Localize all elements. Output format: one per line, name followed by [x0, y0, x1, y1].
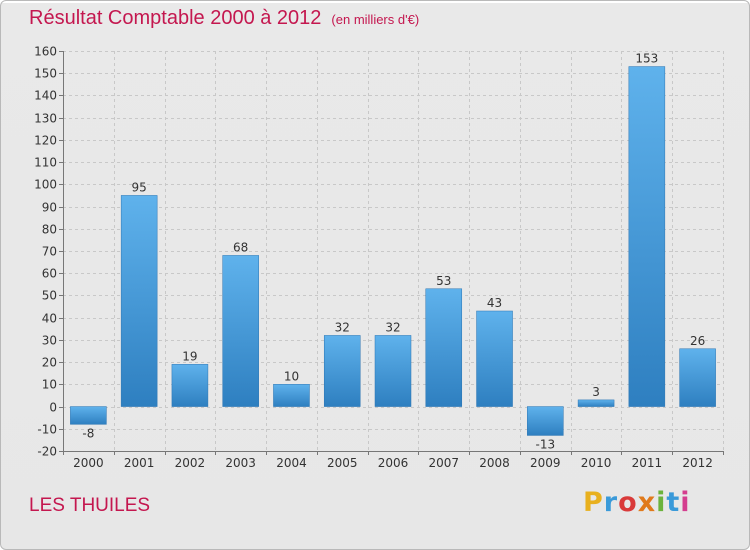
bar-2012: [679, 348, 716, 407]
bar-2011: [628, 66, 666, 407]
x-tick-label: 2010: [581, 456, 612, 470]
y-tick-label: 10: [42, 378, 57, 392]
y-tick-label: -20: [37, 445, 57, 459]
logo-letter: P: [583, 487, 604, 518]
bar-2007: [425, 288, 463, 407]
logo-letter: o: [618, 487, 638, 518]
labels: -20 -10 0 10 20 30 40 50 60 70 80 90 100 110 120 130 140…: [34, 45, 713, 471]
bar-2006: [374, 335, 412, 407]
y-tick-label: 80: [42, 223, 57, 237]
data-label: 68: [233, 240, 248, 254]
bar-2001: [120, 195, 158, 407]
bar-2005: [323, 335, 361, 407]
y-tick-label: 30: [42, 334, 57, 348]
data-label: 95: [132, 180, 147, 194]
y-tick-label: 50: [42, 289, 57, 303]
commune-name: LES THUILES: [29, 495, 151, 516]
logo-letter: x: [637, 487, 657, 518]
y-tick-label: 160: [34, 45, 57, 59]
data-label: 19: [182, 349, 197, 363]
axes: [59, 51, 724, 455]
logo-letter: i: [656, 487, 667, 518]
chart-title: Résultat Comptable 2000 à 2012 (en millie…: [29, 7, 419, 30]
data-label: 10: [284, 369, 299, 383]
bar-2003: [222, 255, 259, 407]
x-tick-label: 2005: [327, 456, 358, 470]
chart-title-text: Résultat Comptable 2000 à 2012: [29, 7, 322, 29]
data-label: 43: [487, 296, 502, 310]
x-tick-label: 2006: [378, 456, 409, 470]
y-tick-label: 150: [34, 67, 57, 81]
x-tick-label: 2004: [276, 456, 307, 470]
bar-2004: [273, 384, 310, 407]
x-tick-label: 2002: [175, 456, 206, 470]
data-label: 3: [592, 385, 600, 399]
y-tick-label: 130: [34, 112, 57, 126]
bar-2002: [171, 364, 209, 407]
bar-2010: [577, 399, 615, 407]
x-tick-label: 2008: [479, 456, 510, 470]
x-tick-label: 2009: [530, 456, 561, 470]
y-tick-label: 140: [34, 89, 57, 103]
y-tick-label: 20: [42, 356, 57, 370]
y-tick-label: 0: [49, 401, 57, 415]
logo-letter: t: [666, 487, 681, 518]
data-label: 32: [335, 320, 350, 334]
y-tick-label: 60: [42, 267, 57, 281]
data-label: 26: [690, 334, 705, 348]
y-tick-label: 40: [42, 312, 57, 326]
data-label: 53: [436, 274, 451, 288]
y-tick-label: 120: [34, 134, 57, 148]
y-tick-label: 70: [42, 245, 57, 259]
proxiti-logo: Proxiti: [583, 487, 691, 518]
x-tick-label: 2001: [124, 456, 155, 470]
x-tick-label: 2000: [73, 456, 104, 470]
chart-subtitle: (en milliers d'€): [331, 12, 420, 27]
x-tick-label: 2012: [682, 456, 713, 470]
y-tick-label: 90: [42, 201, 57, 215]
data-label: 153: [635, 52, 658, 66]
y-tick-label: 110: [34, 156, 57, 170]
data-label: 32: [385, 320, 400, 334]
y-tick-label: 100: [34, 178, 57, 192]
bar-2000: [70, 406, 107, 425]
x-tick-label: 2003: [225, 456, 256, 470]
bars: [70, 66, 716, 436]
grid-lines: [63, 51, 724, 452]
data-label: -13: [536, 437, 556, 451]
y-tick-label: -10: [37, 423, 57, 437]
bar-2008: [476, 310, 513, 407]
logo-letter: i: [680, 487, 691, 518]
x-tick-label: 2007: [428, 456, 459, 470]
logo-letter: r: [603, 487, 619, 518]
data-label: -8: [82, 426, 94, 440]
bar-2009: [527, 406, 564, 436]
x-tick-label: 2011: [632, 456, 663, 470]
